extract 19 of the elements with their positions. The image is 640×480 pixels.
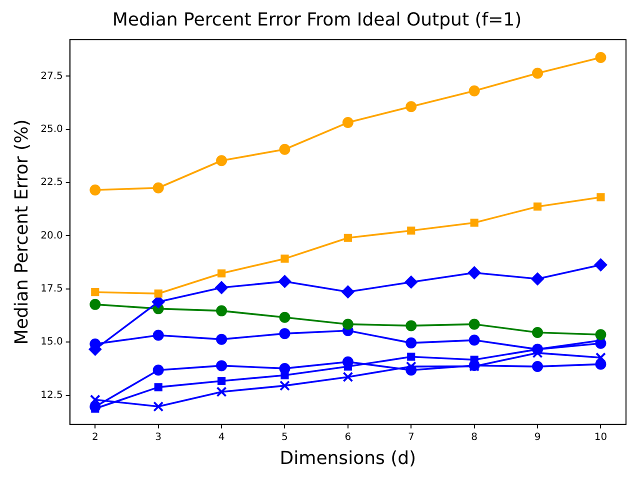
x-tick-label: 3 (155, 432, 162, 443)
x-tick-label: 6 (344, 432, 352, 443)
x-tick-label: 9 (534, 432, 541, 443)
y-tick-label: 12.5 (40, 390, 63, 401)
y-tick-label: 25.0 (40, 124, 63, 135)
x-tick-label: 2 (92, 432, 98, 443)
x-tick-label: 8 (471, 432, 478, 443)
x-tick-label: 4 (218, 432, 225, 443)
y-tick-label: 17.5 (40, 283, 63, 294)
x-tick-label: 5 (282, 432, 288, 443)
x-tick-label: 10 (594, 432, 608, 443)
y-tick-label: 22.5 (40, 177, 63, 188)
y-tick-label: 15.0 (40, 336, 63, 348)
y-axis-title: Median Percent Error (%) (11, 119, 32, 345)
x-tick-label: 7 (408, 432, 414, 443)
x-axis-title: Dimensions (d) (280, 448, 416, 469)
y-tick-label: 27.5 (40, 70, 63, 82)
y-tick-label: 20.0 (40, 230, 63, 242)
chart-title: Median Percent Error From Ideal Output (f=1) (112, 9, 522, 30)
